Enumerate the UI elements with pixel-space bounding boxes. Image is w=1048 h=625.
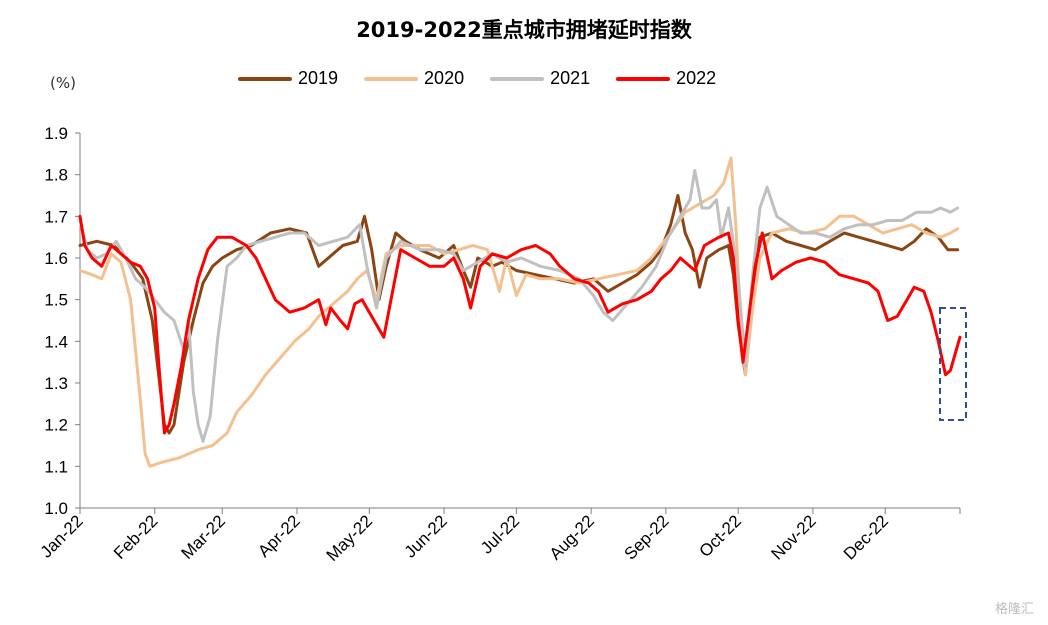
watermark-logo: 格隆汇 bbox=[994, 602, 1034, 617]
legend-label: 2022 bbox=[676, 68, 717, 88]
legend-item-2019: 2019 bbox=[238, 68, 338, 89]
x-tick-label: Aug-22 bbox=[546, 511, 598, 563]
chart-axes: 1.0 1.1 1.2 1.3 1.4 1.5 1.6 1.7 1.8 1.9 Jan-22 Feb-… bbox=[37, 124, 961, 565]
series-line-2020 bbox=[78, 156, 960, 468]
legend-item-2022: 2022 bbox=[616, 68, 716, 89]
x-tick-label: Jan-22 bbox=[37, 511, 87, 561]
highlight-box bbox=[939, 307, 967, 421]
legend-label: 2019 bbox=[298, 68, 339, 88]
legend-swatch bbox=[616, 76, 671, 81]
x-tick-label: Dec-22 bbox=[840, 511, 892, 563]
y-tick-label: 1.6 bbox=[44, 249, 68, 268]
chart-series bbox=[78, 156, 962, 468]
legend-label: 2020 bbox=[424, 68, 465, 88]
x-tick-label: Feb-22 bbox=[110, 511, 162, 563]
x-tick-label: Nov-22 bbox=[768, 511, 820, 563]
x-tick-label: Jun-22 bbox=[401, 511, 451, 561]
x-tick-label: Sep-22 bbox=[620, 511, 672, 563]
series-line-2021 bbox=[78, 169, 960, 443]
y-tick-label: 1.9 bbox=[44, 124, 68, 143]
y-axis-unit-label: (%) bbox=[50, 74, 76, 92]
legend-item-2021: 2021 bbox=[490, 68, 590, 89]
y-tick-label: 1.8 bbox=[44, 166, 68, 185]
legend-label: 2021 bbox=[550, 68, 591, 88]
y-tick-label: 1.0 bbox=[44, 499, 68, 518]
legend-item-2020: 2020 bbox=[364, 68, 464, 89]
y-tick-label: 1.1 bbox=[44, 457, 68, 476]
legend-swatch bbox=[238, 76, 292, 81]
y-tick-label: 1.5 bbox=[44, 291, 68, 310]
legend-swatch bbox=[490, 76, 545, 81]
x-tick-label: Mar-22 bbox=[178, 511, 230, 563]
x-tick-label: Apr-22 bbox=[254, 511, 304, 561]
y-tick-label: 1.2 bbox=[44, 416, 68, 435]
chart-title: 2019-2022重点城市拥堵延时指数 bbox=[356, 18, 692, 42]
series-line-2022 bbox=[78, 214, 962, 435]
y-tick-label: 1.7 bbox=[44, 207, 68, 226]
x-tick-label: May-22 bbox=[323, 511, 377, 565]
chart-legend: 2019 2020 2021 2022 bbox=[238, 68, 716, 89]
x-tick-label: Oct-22 bbox=[696, 511, 746, 561]
y-tick-label: 1.4 bbox=[44, 332, 68, 351]
legend-swatch bbox=[364, 76, 419, 81]
x-tick-label: Jul-22 bbox=[477, 511, 523, 557]
y-tick-label: 1.3 bbox=[44, 374, 68, 393]
